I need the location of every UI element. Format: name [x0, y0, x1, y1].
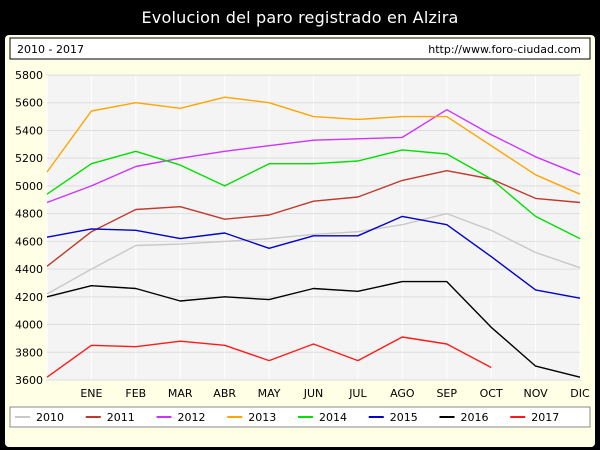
x-tick-label: AGO [390, 387, 415, 400]
series-line-2012 [46, 109, 581, 204]
header-bar [9, 37, 591, 60]
x-tick-label: OCT [480, 387, 503, 400]
series-lines [46, 96, 581, 378]
legend-label-2017: 2017 [531, 411, 559, 424]
y-tick-label: 4800 [15, 208, 43, 221]
x-tick-label: MAR [168, 387, 193, 400]
series-line-2010 [46, 212, 581, 295]
series-line-2015 [46, 215, 581, 299]
legend-label-2014: 2014 [319, 411, 347, 424]
x-tick-label: DIC [570, 387, 590, 400]
y-tick-label: 4000 [15, 319, 43, 332]
legend-label-2012: 2012 [178, 411, 206, 424]
line-chart: 2010 - 2017 http://www.foro-ciudad.com 3… [9, 37, 591, 428]
chart-panel: 2010 - 2017 http://www.foro-ciudad.com 3… [5, 35, 595, 447]
legend-label-2013: 2013 [248, 411, 276, 424]
y-tick-label: 5800 [15, 69, 43, 82]
y-tick-label: 5000 [15, 180, 43, 193]
y-axis-ticks: 3600 3800 4000 4200 4400 4600 4800 5000 5200 5400… [15, 69, 43, 387]
x-tick-label: ABR [213, 387, 236, 400]
source-url[interactable]: http://www.foro-ciudad.com [428, 43, 581, 56]
y-tick-label: 3600 [15, 374, 43, 387]
y-tick-label: 4600 [15, 235, 43, 248]
chart-title: Evolucion del paro registrado en Alzira [141, 8, 459, 27]
x-tick-label: FEB [125, 387, 146, 400]
legend-label-2015: 2015 [390, 411, 418, 424]
y-tick-label: 5200 [15, 152, 43, 165]
series-line-2013 [46, 96, 581, 195]
y-tick-label: 3800 [15, 346, 43, 359]
legend: 2010 2011 2012 2013 2014 2015 2016 2017 [15, 411, 559, 424]
y-tick-label: 5600 [15, 97, 43, 110]
x-tick-label: MAY [258, 387, 281, 400]
x-tick-label: JUL [348, 387, 367, 400]
x-axis-ticks: ENE FEB MAR ABR MAY JUN JUL AGO SEP OCT NOV DIC [80, 387, 590, 400]
legend-label-2011: 2011 [107, 411, 135, 424]
series-line-2017 [46, 336, 492, 378]
period-label: 2010 - 2017 [17, 43, 84, 56]
series-line-2014 [46, 149, 581, 240]
y-tick-label: 4200 [15, 291, 43, 304]
x-tick-label: NOV [523, 387, 548, 400]
series-line-2016 [46, 280, 581, 378]
y-tick-label: 4400 [15, 263, 43, 276]
x-tick-label: SEP [436, 387, 457, 400]
vertical-gridlines [46, 75, 581, 380]
legend-label-2010: 2010 [36, 411, 64, 424]
y-tick-label: 5400 [15, 124, 43, 137]
legend-label-2016: 2016 [461, 411, 489, 424]
x-tick-label: ENE [80, 387, 102, 400]
x-tick-label: JUN [303, 387, 324, 400]
